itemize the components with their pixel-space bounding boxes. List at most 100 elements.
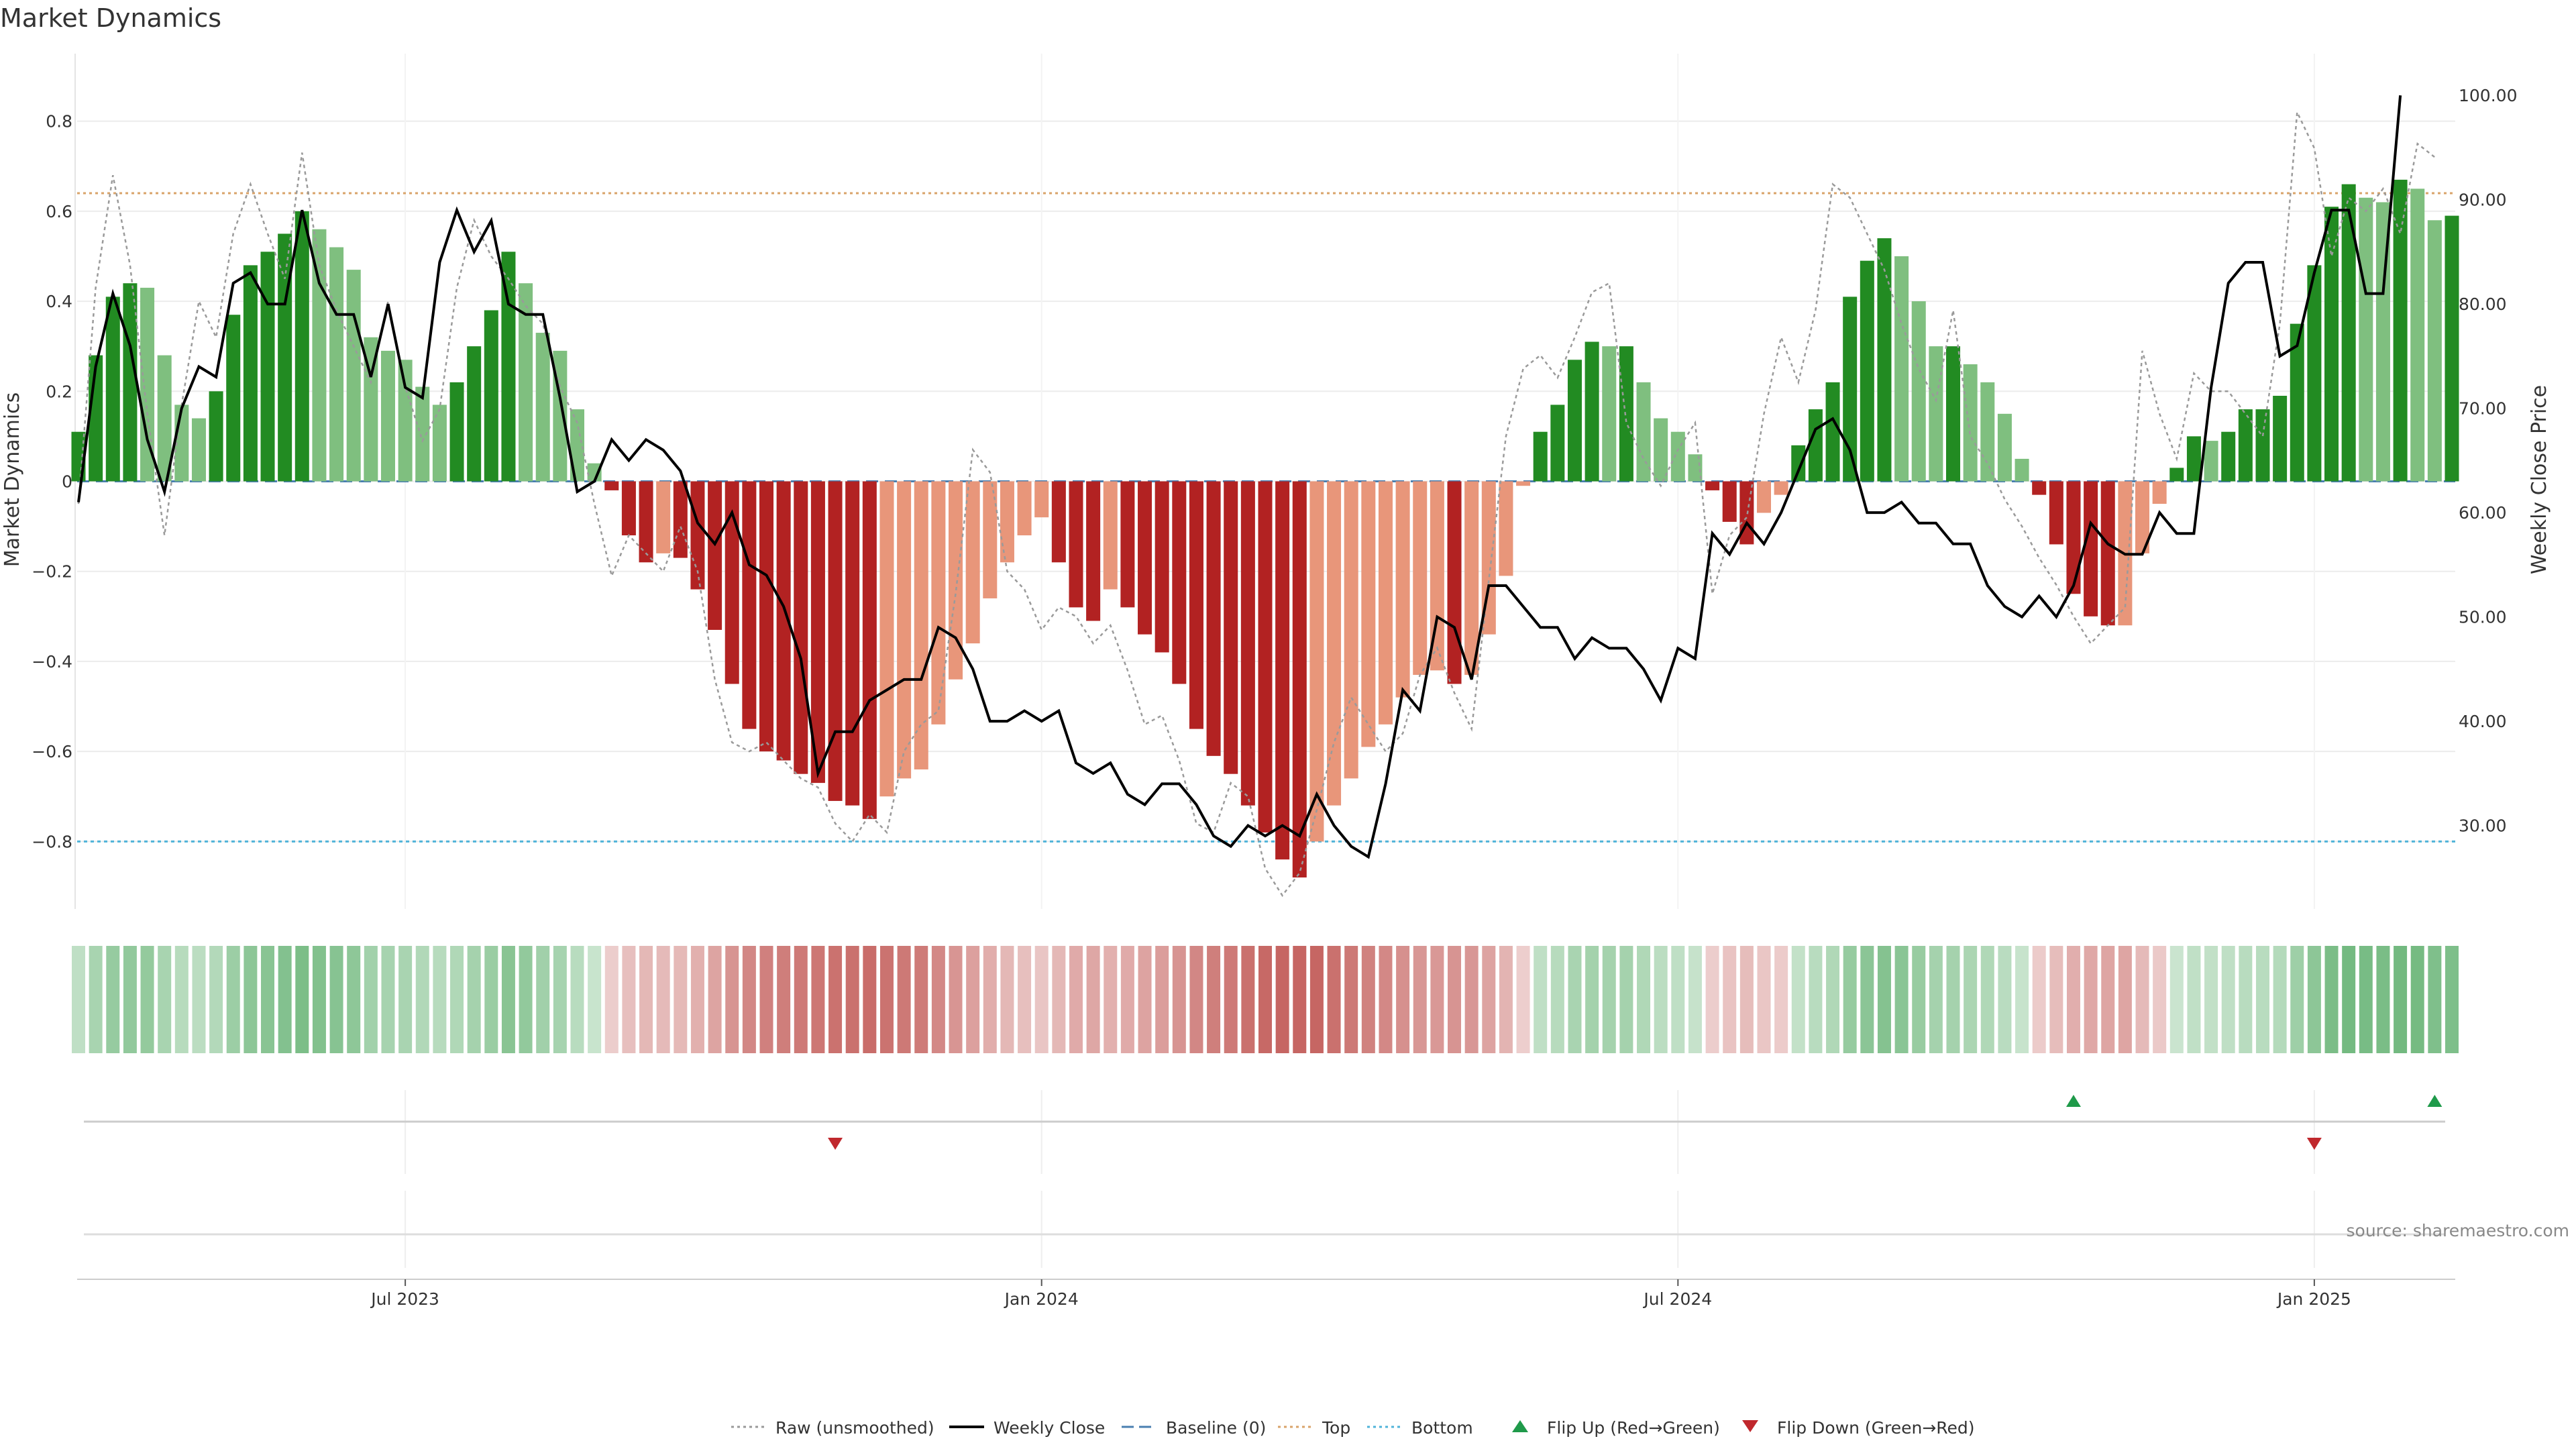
- heat-cell: [742, 946, 756, 1053]
- bar: [794, 481, 808, 774]
- heat-cell: [863, 946, 877, 1053]
- heat-cell: [1826, 946, 1840, 1053]
- bar: [346, 270, 361, 482]
- bar: [329, 247, 344, 482]
- legend-item: Baseline (0): [1122, 1418, 1266, 1438]
- legend-item: Top: [1278, 1418, 1350, 1438]
- y-tick-label: 0.4: [46, 292, 72, 311]
- y-tick-label: −0.4: [32, 652, 72, 672]
- bar: [2393, 179, 2408, 482]
- bar: [621, 481, 636, 536]
- bar: [209, 391, 223, 482]
- heat-cell: [89, 946, 103, 1053]
- bar: [1791, 445, 1806, 482]
- bar: [604, 481, 619, 490]
- bar: [2066, 481, 2081, 594]
- heat-cell: [1705, 946, 1719, 1053]
- y-tick-label: 0.2: [46, 382, 72, 401]
- bar: [2186, 436, 2201, 482]
- bar: [1224, 481, 1238, 774]
- bar: [776, 481, 791, 761]
- bar: [2427, 220, 2442, 482]
- heat-cell: [1568, 946, 1582, 1053]
- bar: [1585, 341, 1599, 482]
- bar: [2359, 197, 2373, 482]
- bar: [965, 481, 980, 644]
- bar: [1189, 481, 1203, 729]
- heat-cell: [1637, 946, 1651, 1053]
- heat-cell: [2169, 946, 2184, 1053]
- heat-cell: [1843, 946, 1857, 1053]
- bar: [1034, 481, 1049, 518]
- y2-tick-label: 70.00: [2459, 399, 2507, 419]
- bar: [1980, 382, 1995, 482]
- heat-cell: [639, 946, 653, 1053]
- bar: [2084, 481, 2098, 616]
- legend-label: Top: [1322, 1418, 1350, 1438]
- legend-label: Bottom: [1411, 1418, 1473, 1438]
- bar: [1069, 481, 1083, 608]
- heat-cell: [278, 946, 292, 1053]
- bar: [432, 405, 447, 482]
- bar: [535, 333, 550, 482]
- heat-cell: [1104, 946, 1118, 1053]
- right-axis-ticks: 100.00 90.00 80.00 70.00 60.00 50.00 40.00 30.0…: [2459, 86, 2517, 835]
- heat-cell: [1396, 946, 1410, 1053]
- y2-tick-label: 50.00: [2459, 608, 2507, 627]
- bar: [1344, 481, 1358, 779]
- bar: [1275, 481, 1290, 860]
- bar: [1464, 481, 1479, 676]
- legend-label: Baseline (0): [1166, 1418, 1266, 1438]
- heat-cell: [1464, 946, 1479, 1053]
- heat-cell: [261, 946, 275, 1053]
- heat-cell: [1912, 946, 1926, 1053]
- heat-cell: [1516, 946, 1530, 1053]
- heat-cell: [2307, 946, 2321, 1053]
- heat-cell: [1723, 946, 1737, 1053]
- heat-strip: [72, 946, 2459, 1053]
- heat-cell: [794, 946, 808, 1053]
- heat-cell: [690, 946, 704, 1053]
- bar: [2169, 468, 2184, 482]
- heat-cell: [1998, 946, 2012, 1053]
- heat-cell: [1929, 946, 1943, 1053]
- heat-cell: [519, 946, 533, 1053]
- bar: [724, 481, 739, 684]
- bar: [1430, 481, 1444, 671]
- bar: [1963, 364, 1978, 482]
- heat-cell: [467, 946, 481, 1053]
- heat-cell: [295, 946, 309, 1053]
- heat-cell: [2410, 946, 2424, 1053]
- heat-cell: [759, 946, 773, 1053]
- bar: [1774, 481, 1788, 495]
- heat-cell: [1258, 946, 1272, 1053]
- bar: [828, 481, 843, 801]
- heat-cell: [1344, 946, 1358, 1053]
- heat-cell: [2032, 946, 2046, 1053]
- flip-down-marker: [2306, 1138, 2322, 1150]
- heat-cell: [347, 946, 361, 1053]
- bar: [1206, 481, 1221, 756]
- bar: [1395, 481, 1410, 698]
- heat-cell: [1189, 946, 1203, 1053]
- bar: [1017, 481, 1032, 536]
- bar: [105, 297, 120, 482]
- heat-cell: [329, 946, 343, 1053]
- bar: [243, 265, 258, 482]
- bar: [1877, 238, 1892, 482]
- bar: [1825, 382, 1840, 482]
- bar: [1843, 297, 1858, 482]
- bar: [1619, 346, 1633, 482]
- bar: [1138, 481, 1152, 635]
- bar: [862, 481, 877, 819]
- heat-cell: [2101, 946, 2115, 1053]
- y-tick-label: 0.8: [46, 112, 72, 131]
- bar: [191, 418, 206, 482]
- heat-cell: [433, 946, 447, 1053]
- bar: [2410, 189, 2425, 482]
- bar: [2100, 481, 2115, 626]
- bar: [1945, 346, 1961, 482]
- y2-tick-label: 90.00: [2459, 191, 2507, 210]
- legend: Raw (unsmoothed) Weekly Close Baseline (0)…: [731, 1418, 1975, 1438]
- bar: [2238, 409, 2253, 482]
